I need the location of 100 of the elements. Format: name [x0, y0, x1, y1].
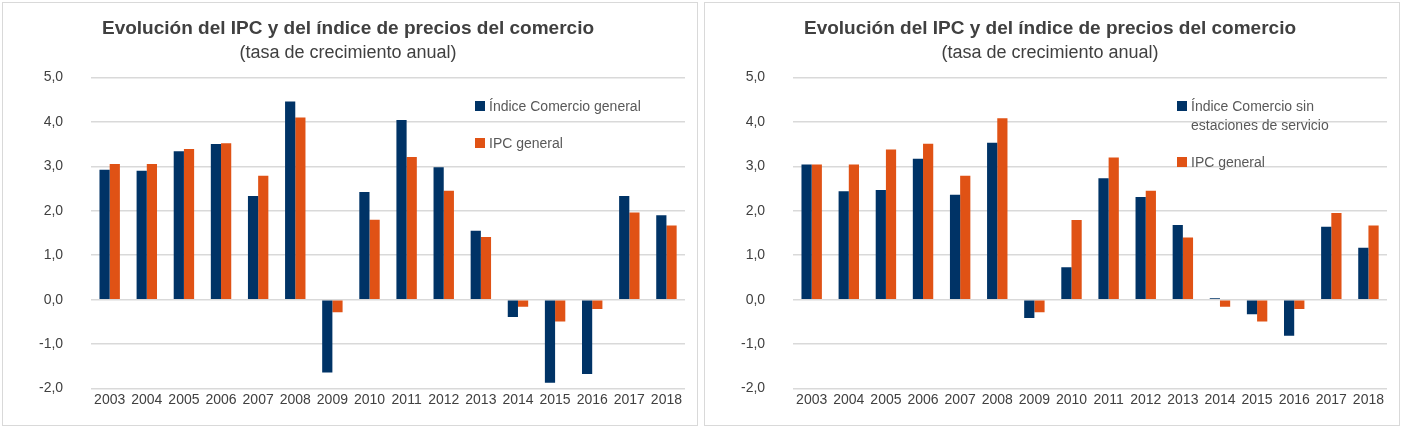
y-tick-label: 0,0 [745, 290, 766, 307]
bar [1294, 300, 1305, 310]
x-tick-label: 2010 [1055, 390, 1088, 407]
bar [592, 300, 603, 310]
bar [801, 164, 812, 299]
x-tick-label: 2017 [613, 390, 646, 407]
bar [396, 120, 407, 299]
bar [666, 225, 677, 299]
bar [332, 300, 343, 313]
bar [136, 170, 147, 299]
x-tick-label: 2012 [1130, 390, 1162, 407]
x-tick-label: 2004 [131, 390, 163, 407]
x-tick-label: 2014 [502, 390, 534, 407]
x-tick-label: 2003 [796, 390, 828, 407]
bar [1024, 300, 1035, 318]
x-tick-label: 2005 [168, 390, 200, 407]
y-tick-label: 1,0 [43, 246, 64, 263]
bar [885, 149, 897, 299]
bar [443, 190, 454, 299]
bar [949, 194, 961, 299]
x-tick-label: 2011 [1093, 390, 1124, 407]
x-tick-label: 2004 [833, 390, 865, 407]
chart-subtitle: (tasa de crecimiento anual) [239, 41, 457, 62]
bar [1172, 225, 1183, 299]
x-tick-label: 2009 [316, 390, 349, 407]
y-tick-label: 5,0 [43, 68, 64, 85]
bar [629, 212, 640, 299]
x-tick-label: 2007 [242, 390, 274, 407]
y-tick-label: 2,0 [745, 201, 766, 218]
bar [295, 117, 306, 299]
x-tick-label: 2003 [94, 390, 126, 407]
bar [555, 300, 566, 322]
legend-label: Índice Comercio sin estaciones de servicio [1191, 97, 1330, 136]
x-tick-label: 2015 [539, 390, 571, 407]
legend-label: Índice Comercio general [489, 97, 641, 117]
x-tick-label: 2009 [1018, 390, 1051, 407]
bar [1358, 247, 1369, 299]
x-tick-label: 2006 [907, 390, 939, 407]
y-tick-label: -2,0 [39, 379, 64, 396]
y-tick-label: 4,0 [43, 112, 64, 129]
x-tick-label: 2006 [205, 390, 237, 407]
bar [544, 300, 556, 383]
bar [1071, 220, 1082, 299]
bar [99, 169, 110, 299]
chart-subtitle: (tasa de crecimiento anual) [941, 41, 1159, 62]
chart-title: Evolución del IPC y del índice de precios del comercio [803, 16, 1297, 38]
bar [1219, 300, 1231, 307]
bar [1368, 225, 1379, 299]
bar [1257, 300, 1268, 322]
x-tick-label: 2008 [981, 390, 1014, 407]
bar [875, 189, 886, 299]
bar [433, 167, 444, 299]
bar [960, 175, 971, 299]
bar [1135, 196, 1146, 299]
x-tick-label: 2011 [391, 390, 422, 407]
bar [848, 164, 860, 299]
bar [1182, 237, 1194, 299]
y-tick-label: -2,0 [741, 379, 766, 396]
bar [322, 300, 333, 373]
bar [1321, 226, 1332, 299]
y-tick-label: 3,0 [745, 157, 766, 174]
bar [619, 196, 630, 299]
bar [258, 175, 269, 299]
bar [1098, 178, 1109, 299]
bar [838, 191, 849, 299]
bar [480, 237, 492, 299]
bar [183, 148, 195, 299]
x-tick-label: 2015 [1241, 390, 1273, 407]
bar [923, 143, 934, 299]
bar [1145, 190, 1156, 299]
legend-label: IPC general [1191, 153, 1265, 173]
x-tick-label: 2008 [279, 390, 312, 407]
y-tick-label: 3,0 [43, 157, 64, 174]
y-tick-label: 4,0 [745, 112, 766, 129]
y-tick-label: 0,0 [43, 290, 64, 307]
bar [987, 142, 998, 299]
x-tick-label: 2018 [650, 390, 683, 407]
y-tick-label: 1,0 [745, 246, 766, 263]
chart-title: Evolución del IPC y del índice de precios del comercio [101, 16, 595, 38]
bar [1331, 212, 1342, 299]
bar [912, 158, 924, 299]
x-tick-label: 2013 [465, 390, 497, 407]
bar [582, 300, 593, 374]
bar [221, 143, 232, 299]
bar [470, 230, 481, 299]
bar [1246, 300, 1258, 315]
x-tick-label: 2005 [870, 390, 902, 407]
x-tick-label: 2016 [1278, 390, 1310, 407]
bar [1108, 157, 1119, 299]
bar [109, 164, 120, 299]
bar [811, 164, 822, 299]
y-tick-label: -1,0 [39, 335, 64, 351]
bar [1061, 267, 1072, 299]
y-tick-label: 2,0 [43, 201, 64, 218]
y-tick-label: 5,0 [745, 68, 766, 85]
bar [210, 144, 222, 299]
bar [997, 118, 1008, 299]
bar [173, 151, 184, 299]
bar [369, 219, 380, 299]
x-tick-label: 2007 [944, 390, 976, 407]
